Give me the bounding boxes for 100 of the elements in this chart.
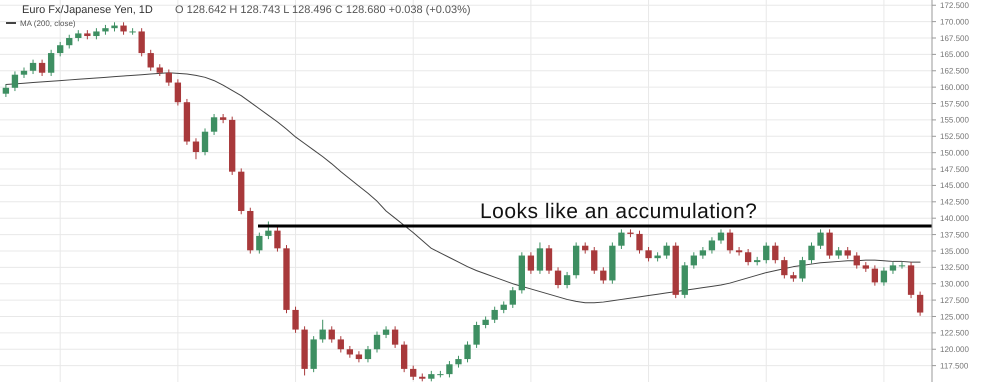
y-tick-label: 125.000 [940, 312, 970, 322]
y-tick-label: 172.500 [940, 1, 970, 10]
candlestick [292, 306, 299, 334]
y-tick-label: 132.500 [940, 263, 970, 272]
candlestick [192, 138, 200, 160]
candlestick [220, 114, 226, 124]
y-tick-label: 165.000 [940, 50, 970, 60]
candlestick [890, 262, 896, 274]
candlestick [536, 242, 544, 274]
candlestick [618, 228, 625, 250]
candlestick [111, 22, 118, 32]
candlestick [582, 242, 588, 254]
candlestick [30, 59, 36, 75]
legend-label: MA (200, close) [20, 19, 76, 28]
candlestick [374, 331, 380, 354]
candlestick [718, 228, 724, 244]
candlestick [84, 30, 91, 40]
candlestick [382, 326, 390, 339]
candlestick [862, 262, 869, 272]
candlestick [510, 286, 516, 308]
ref-line-label: Looks like an accumulation? [480, 200, 758, 224]
y-tick-label: 152.500 [940, 132, 970, 142]
y-tick-label: 160.000 [940, 82, 970, 92]
candlestick [392, 326, 398, 348]
y-tick-label: 142.500 [940, 198, 970, 207]
candlestick [428, 370, 434, 382]
y-tick-label: 120.000 [940, 345, 970, 354]
candlestick [202, 128, 208, 156]
candlestick [872, 264, 878, 286]
y-tick-label: 140.000 [940, 214, 970, 223]
candlestick [664, 242, 670, 260]
candlestick [808, 242, 815, 264]
y-tick-label: 157.500 [940, 99, 970, 108]
y-tick-label: 137.500 [940, 230, 970, 240]
candlestick [564, 271, 570, 289]
candlestick [500, 300, 507, 314]
candlestick [781, 256, 788, 279]
y-tick-label: 167.500 [940, 34, 970, 43]
candlestick [2, 84, 10, 98]
candlestick [654, 252, 661, 262]
candlestick [138, 28, 145, 57]
candlestick [708, 236, 716, 254]
candlestick [156, 64, 163, 77]
candlestick [274, 226, 281, 252]
y-tick-label: 162.500 [940, 66, 970, 76]
y-tick-label: 145.000 [940, 181, 970, 190]
candlestick [554, 266, 562, 289]
y-tick-label: 117.500 [940, 361, 969, 370]
candlestick [464, 340, 471, 363]
candlestick [338, 336, 344, 354]
candlestick [265, 220, 272, 240]
candlestick [528, 252, 534, 274]
annotation: O 128.642 H 128.743 L 128.496 C 128.680 +0.038 (+0.03%) [175, 4, 471, 16]
candlestick [57, 41, 64, 57]
candlestick [346, 345, 354, 358]
candlestick [690, 252, 697, 270]
candlestick [726, 228, 734, 254]
candlestick [410, 365, 416, 381]
candlestick [854, 252, 860, 270]
candlestick [120, 22, 127, 36]
y-tick-label: 130.000 [940, 280, 970, 289]
candlestick [210, 114, 218, 136]
candlestick [799, 256, 806, 282]
candlestick [880, 266, 888, 286]
candlestick [600, 266, 606, 284]
candlestick [328, 326, 335, 344]
candlestick [455, 355, 462, 368]
y-tick-label: 150.000 [940, 148, 970, 158]
candlestick [492, 306, 498, 324]
candlestick [174, 78, 182, 106]
candlestick [844, 246, 851, 260]
candlestick [790, 271, 797, 282]
candlestick [256, 232, 262, 254]
candlestick [75, 30, 82, 42]
y-tick-label: 122.500 [940, 328, 970, 338]
candlestick [102, 24, 109, 36]
candlestick [148, 49, 154, 72]
candlestick [93, 28, 100, 40]
candlestick [12, 70, 18, 92]
candlestick [916, 291, 924, 316]
candlestick [473, 321, 480, 348]
candlestick [826, 228, 833, 260]
candlestick [645, 246, 652, 262]
y-tick-label: 147.500 [940, 164, 970, 174]
candlestick [364, 345, 372, 363]
candlestick [320, 319, 326, 344]
y-tick-label: 127.500 [940, 296, 970, 305]
candlestick [700, 246, 706, 260]
y-tick-label: 135.000 [940, 246, 970, 256]
y-tick-label: 155.000 [940, 116, 970, 125]
candlestick [482, 316, 489, 329]
candlestick [744, 248, 752, 266]
candlestick [48, 49, 54, 77]
chart-title: Euro Fx/Japanese Yen, 1D [22, 4, 153, 16]
candlestick [356, 350, 362, 363]
candlestick [38, 59, 46, 77]
candlestick [166, 68, 172, 86]
candlestick [763, 242, 770, 264]
candlestick [546, 244, 552, 274]
candlestick [835, 246, 842, 260]
